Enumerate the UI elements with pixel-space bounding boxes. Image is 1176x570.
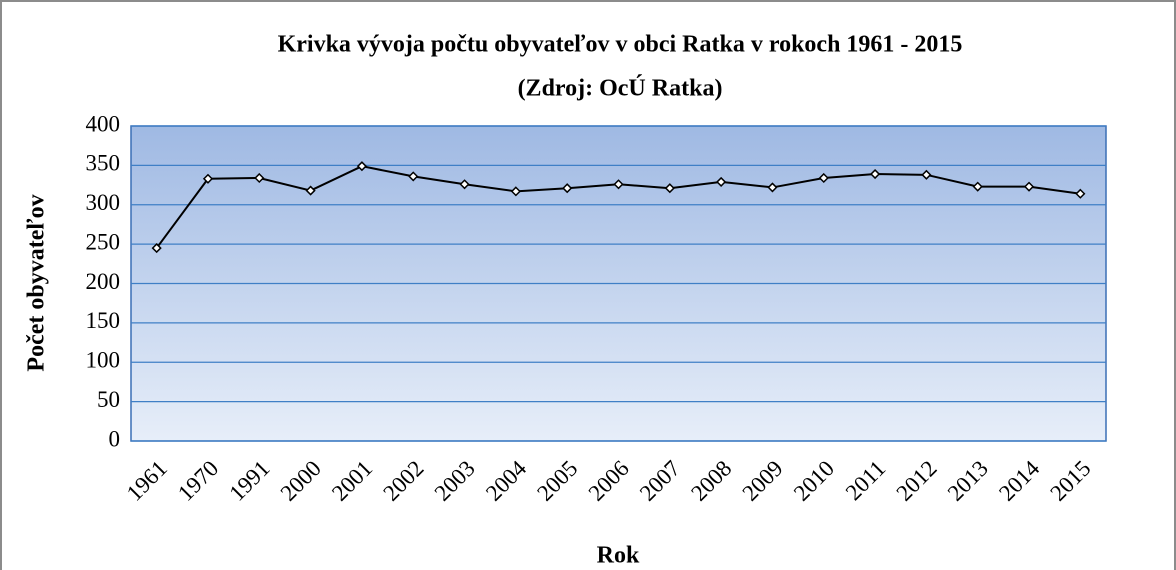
marker bbox=[202, 173, 214, 184]
marker bbox=[1075, 188, 1086, 199]
y-tick-label: 350 bbox=[86, 151, 121, 176]
marker bbox=[305, 185, 316, 196]
marker bbox=[356, 161, 367, 172]
y-tick-label: 300 bbox=[86, 190, 121, 215]
marker bbox=[870, 168, 881, 180]
marker bbox=[664, 183, 675, 194]
y-tick-label: 400 bbox=[86, 111, 121, 136]
chart-subtitle: (Zdroj: OcÚ Ratka) bbox=[518, 76, 723, 102]
y-axis-title: Počet obyvateľov bbox=[24, 194, 50, 371]
marker bbox=[921, 169, 932, 180]
marker bbox=[1023, 181, 1035, 192]
y-tick-label: 250 bbox=[86, 229, 121, 254]
marker bbox=[972, 181, 983, 192]
chart-title: Krivka vývoja počtu obyvateľov v obci Ra… bbox=[278, 32, 963, 58]
marker bbox=[562, 183, 573, 194]
y-tick-label: 50 bbox=[97, 387, 120, 412]
marker bbox=[716, 176, 727, 187]
x-axis-title: Rok bbox=[597, 543, 640, 569]
marker bbox=[613, 179, 624, 190]
y-tick-label: 150 bbox=[86, 308, 121, 333]
marker bbox=[459, 179, 470, 190]
y-tick-label: 100 bbox=[86, 348, 121, 373]
y-tick-label: 200 bbox=[86, 269, 121, 294]
marker bbox=[408, 171, 419, 182]
marker bbox=[510, 186, 521, 197]
y-tick-label: 0 bbox=[109, 426, 121, 451]
marker bbox=[818, 172, 829, 184]
marker bbox=[767, 182, 778, 193]
marker bbox=[151, 243, 162, 254]
marker bbox=[254, 172, 265, 184]
